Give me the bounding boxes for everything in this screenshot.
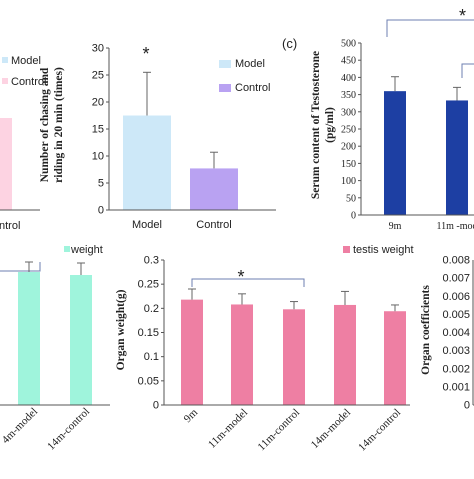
- testosterone-ylabel-line2: (pg/ml): [324, 107, 336, 143]
- e-bar: [283, 309, 305, 405]
- organ-weight-significance-bracket: [191, 278, 305, 287]
- organ-weight-ylabel: Organ weight(g): [115, 289, 127, 370]
- panel-label-c: (c): [282, 36, 297, 51]
- chasing-ylabel-line1: Number of chasing and: [39, 67, 51, 182]
- fragment-legend-model-swatch: [2, 57, 8, 63]
- b-bar: [190, 168, 238, 210]
- c-bar: [384, 91, 406, 215]
- b-category-label: Model: [132, 219, 162, 231]
- fragment-tick-control: ntrol: [0, 220, 20, 232]
- fragment-control-bar: [0, 118, 12, 210]
- f-ytick-label: 0.001: [442, 381, 470, 393]
- c-ytick-label: 400: [341, 73, 356, 84]
- testosterone-chart: (c) Serum content of Testosterone (pg/ml…: [282, 6, 474, 232]
- c-ytick-label: 0: [351, 211, 356, 222]
- organ-coefficients-ylabel: Organ coefficients: [420, 285, 432, 375]
- b-category-label: Control: [196, 219, 231, 231]
- e-ytick-label: 0.1: [144, 351, 159, 363]
- c-ytick-label: 350: [341, 90, 356, 101]
- b-ytick-label: 15: [92, 124, 104, 136]
- c-ytick-label: 500: [341, 39, 356, 50]
- fragment-legend-model: Model: [11, 55, 41, 67]
- b-ytick-label: 10: [92, 151, 104, 163]
- weight-bar-14m-model: [18, 272, 40, 405]
- testosterone-second-bracket: [461, 63, 474, 78]
- e-ytick-label: 0.05: [138, 375, 159, 387]
- weight-tick-14m-model: 4m-model: [0, 406, 40, 446]
- left-top-fragment-panel: Model Control ntrol: [0, 55, 46, 232]
- f-ytick-label: 0: [464, 400, 470, 412]
- f-ytick-label: 0.006: [442, 291, 470, 303]
- e-category-label: 9m: [182, 406, 201, 425]
- e-ytick-label: 0: [153, 400, 159, 412]
- weight-bar-14m-control: [70, 275, 92, 405]
- weight-legend-label: weight: [70, 244, 103, 256]
- b-bar: [123, 115, 171, 210]
- e-ytick-label: 0.3: [144, 255, 159, 267]
- c-category-label: 11m -mod: [436, 221, 474, 232]
- c-bar: [446, 100, 468, 215]
- e-bar: [231, 304, 253, 405]
- e-category-label: 14m-model: [309, 407, 353, 451]
- weight-legend-swatch: [64, 246, 70, 252]
- e-ytick-label: 0.15: [138, 327, 159, 339]
- c-ytick-label: 250: [341, 125, 356, 136]
- f-ytick-label: 0.007: [442, 273, 470, 285]
- e-category-label: 11m-control: [255, 407, 302, 454]
- b-ytick-label: 20: [92, 97, 104, 109]
- organ-coefficients-chart: Organ coefficients 0 0.001 0.002 0.003 0.004…: [420, 255, 474, 412]
- testosterone-significance-star: *: [459, 6, 466, 26]
- chasing-legend-control-swatch: [219, 84, 231, 92]
- weight-fragment-bracket: [0, 262, 41, 272]
- c-category-label: 9m: [389, 221, 402, 232]
- weight-tick-14m-control: 14m-control: [45, 406, 92, 453]
- c-ytick-label: 450: [341, 56, 356, 67]
- c-ytick-label: 200: [341, 142, 356, 153]
- organ-weight-significance-star: *: [237, 267, 244, 287]
- e-category-label: 14m-control: [356, 407, 403, 454]
- e-bar: [334, 304, 356, 405]
- chasing-riding-chart: Number of chasing and riding in 20 min (…: [39, 43, 276, 231]
- c-ytick-label: 50: [346, 193, 356, 204]
- organ-weight-legend-swatch: [343, 246, 350, 253]
- b-ytick-label: 30: [92, 43, 104, 55]
- body-weight-fragment-panel: weight 4m-model 14m-control: [0, 244, 110, 453]
- c-ytick-label: 100: [341, 176, 356, 187]
- fragment-legend-control-swatch: [2, 78, 8, 84]
- chasing-ylabel-line2: riding in 20 min (times): [53, 67, 65, 183]
- chasing-legend-control: Control: [235, 82, 270, 94]
- e-ytick-label: 0.25: [138, 279, 159, 291]
- f-ytick-label: 0.005: [442, 309, 470, 321]
- f-ytick-label: 0.002: [442, 363, 470, 375]
- b-ytick-label: 0: [98, 205, 104, 217]
- e-bar: [181, 299, 203, 405]
- c-ytick-label: 150: [341, 159, 356, 170]
- testosterone-significance-bracket: [386, 19, 474, 37]
- testosterone-ylabel-line1: Serum content of Testosterone: [310, 51, 322, 199]
- e-bar: [384, 311, 406, 405]
- fragment-legend-control: Control: [11, 76, 46, 88]
- chasing-legend-model-swatch: [219, 60, 231, 68]
- f-ytick-label: 0.003: [442, 345, 470, 357]
- f-ytick-label: 0.008: [442, 255, 470, 267]
- e-ytick-label: 0.2: [144, 303, 159, 315]
- organ-weight-legend-label: testis weight: [353, 244, 414, 256]
- chasing-significance-star: *: [142, 44, 149, 64]
- b-ytick-label: 25: [92, 70, 104, 82]
- f-ytick-label: 0.004: [442, 327, 470, 339]
- chasing-legend-model: Model: [235, 58, 265, 70]
- c-ytick-label: 300: [341, 107, 356, 118]
- b-ytick-label: 5: [98, 178, 104, 190]
- e-category-label: 11m-model: [206, 407, 250, 451]
- organ-weight-chart: Organ weight(g) 0 0.05 0.1 0.15 0.2 0.25 0.3 9…: [115, 244, 414, 454]
